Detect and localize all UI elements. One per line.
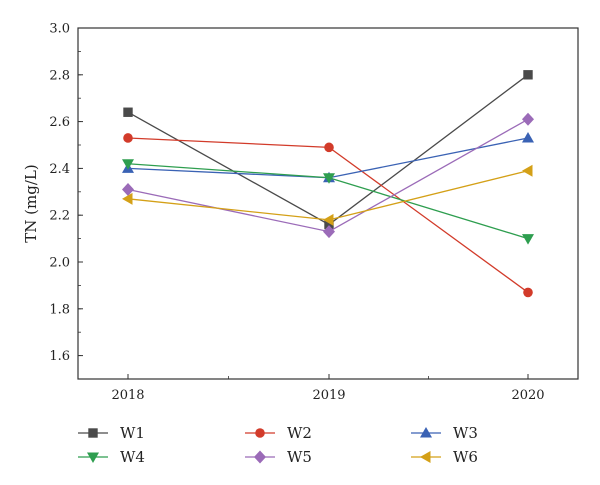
plot-area — [77, 27, 579, 380]
y-tick-label: 1.6 — [49, 349, 70, 364]
data-point-w6-2018 — [122, 192, 133, 205]
legend-marker — [420, 451, 431, 463]
legend-marker — [255, 428, 265, 438]
x-tick-label: 2020 — [511, 388, 544, 403]
legend-item-w5: W5 — [245, 448, 312, 466]
legend-label: W6 — [453, 448, 478, 466]
data-point-w2-2020 — [523, 287, 533, 298]
series-layer — [122, 70, 534, 298]
legend-label: W2 — [287, 424, 312, 442]
series-w4 — [122, 159, 534, 245]
legend-marker — [420, 427, 432, 438]
y-tick-label: 2.8 — [49, 68, 70, 83]
y-tick-label: 2.0 — [49, 256, 70, 271]
legend-marker — [254, 450, 266, 464]
y-axis: 1.6 1.8 2.0 2.2 2.4 2.6 2.8 3.0 — [49, 22, 83, 380]
x-tick-label: 2018 — [111, 388, 144, 403]
x-tick-label: 2019 — [312, 388, 345, 403]
data-point-w4-2018 — [122, 159, 134, 170]
series-w5 — [122, 112, 534, 239]
legend-item-w4: W4 — [78, 448, 145, 466]
data-point-w1-2020 — [523, 70, 533, 80]
series-w6 — [122, 164, 533, 226]
legend-item-w3: W3 — [411, 424, 478, 442]
series-w2 — [123, 133, 533, 298]
data-point-w5-2019 — [323, 225, 335, 239]
legend-item-w1: W1 — [78, 424, 145, 442]
data-point-w6-2020 — [522, 164, 533, 177]
data-point-w4-2020 — [522, 234, 534, 245]
y-tick-label: 3.0 — [49, 22, 70, 37]
legend-label: W5 — [287, 448, 312, 466]
y-tick-label: 2.6 — [49, 115, 70, 130]
legend-label: W3 — [453, 424, 478, 442]
data-point-w5-2020 — [522, 112, 534, 126]
legend-marker — [87, 452, 99, 463]
legend-item-w6: W6 — [411, 448, 478, 466]
series-line-w2 — [127, 137, 529, 293]
data-point-w4-2019 — [323, 173, 335, 184]
data-point-w5-2018 — [122, 182, 134, 196]
y-axis-title: TN (mg/L) — [22, 164, 40, 242]
legend-label: W4 — [120, 448, 145, 466]
y-tick-label: 2.2 — [49, 209, 70, 224]
data-point-w3-2020 — [522, 131, 534, 143]
legend: W1 W2 W3 W4 W5 W6 — [78, 424, 478, 466]
x-axis: 2018 2019 2020 — [111, 374, 545, 403]
data-point-w6-2019 — [323, 213, 334, 226]
y-tick-label: 1.8 — [49, 302, 70, 317]
data-point-w2-2019 — [324, 142, 334, 153]
data-point-w2-2018 — [123, 133, 133, 143]
series-w1 — [123, 70, 533, 230]
plot-border — [77, 27, 579, 380]
legend-label: W1 — [120, 424, 145, 442]
data-point-w1-2019 — [324, 219, 334, 230]
legend-marker — [88, 428, 98, 438]
legend-item-w2: W2 — [245, 424, 312, 442]
data-point-w1-2018 — [123, 107, 133, 117]
y-tick-label: 2.4 — [49, 162, 70, 177]
